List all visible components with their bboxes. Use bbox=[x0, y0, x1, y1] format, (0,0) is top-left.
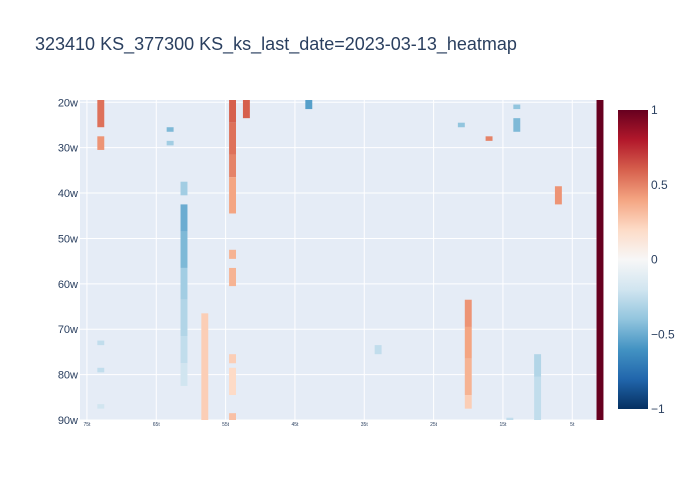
x-tick-label: 45t bbox=[291, 422, 299, 428]
heatmap-cell bbox=[305, 100, 313, 110]
heatmap-cell bbox=[180, 231, 188, 268]
heatmap-cell bbox=[374, 345, 382, 355]
heatmap-cell bbox=[229, 367, 236, 396]
heatmap-cell bbox=[97, 136, 105, 150]
x-tick-label: 15t bbox=[499, 422, 507, 428]
heatmap-cell bbox=[464, 395, 472, 409]
y-tick-label: 30w bbox=[58, 143, 78, 155]
y-tick-label: 50w bbox=[58, 233, 78, 245]
heatmap-cell bbox=[180, 267, 188, 300]
heatmap-cells bbox=[97, 100, 604, 420]
heatmap-cell bbox=[242, 100, 250, 119]
heatmap-cell bbox=[180, 336, 188, 364]
heatmap-cell bbox=[180, 299, 188, 337]
y-axis-ticks: 20w 30w 40w 50w 60w 70w 80w 90w bbox=[58, 97, 78, 427]
heatmap-cell bbox=[180, 181, 188, 196]
heatmap-cell bbox=[513, 104, 521, 110]
plot-area-background bbox=[80, 100, 600, 420]
y-tick-label: 20w bbox=[58, 97, 78, 109]
heatmap-cell bbox=[513, 118, 521, 132]
heatmap-cell bbox=[229, 100, 236, 123]
x-tick-label: 65t bbox=[153, 422, 161, 428]
heatmap-cell bbox=[596, 100, 604, 420]
colorbar-tick-label: −0.5 bbox=[651, 327, 675, 341]
heatmap-cell bbox=[180, 363, 188, 386]
heatmap-cell bbox=[229, 122, 236, 155]
y-tick-label: 80w bbox=[58, 370, 78, 382]
heatmap-cell bbox=[229, 249, 236, 259]
heatmap-cell bbox=[229, 413, 236, 420]
x-tick-label: 35t bbox=[361, 422, 369, 428]
chart-title: 323410 KS_377300 KS_ks_last_date=2023-03… bbox=[35, 34, 517, 55]
colorbar-tick-label: −1 bbox=[651, 402, 665, 416]
heatmap-cell bbox=[229, 267, 236, 287]
colorbar-ticks: −1 −0.5 0 0.5 1 bbox=[651, 103, 675, 416]
colorbar-tick-label: 0 bbox=[651, 253, 658, 267]
x-tick-label: 5t bbox=[570, 422, 575, 428]
heatmap-cell bbox=[97, 100, 105, 128]
colorbar bbox=[618, 110, 648, 409]
heatmap-cell bbox=[485, 136, 493, 141]
colorbar-tick-label: 0.5 bbox=[651, 178, 668, 192]
heatmap-cell bbox=[229, 177, 236, 214]
heatmap-cell bbox=[534, 354, 542, 377]
heatmap-cell bbox=[166, 127, 174, 132]
y-tick-label: 40w bbox=[58, 188, 78, 200]
heatmap-cell bbox=[506, 417, 514, 420]
x-tick-label: 75t bbox=[83, 422, 91, 428]
heatmap-cell bbox=[457, 122, 465, 128]
heatmap-cell bbox=[97, 367, 105, 373]
heatmap-cell bbox=[229, 154, 236, 178]
x-tick-label: 25t bbox=[430, 422, 438, 428]
heatmap-cell bbox=[464, 358, 472, 396]
y-tick-label: 90w bbox=[58, 415, 78, 427]
x-tick-label: 55t bbox=[222, 422, 230, 428]
heatmap-cell bbox=[166, 140, 174, 146]
y-tick-label: 60w bbox=[58, 279, 78, 291]
heatmap-cell bbox=[180, 204, 188, 232]
heatmap-cell bbox=[97, 404, 105, 409]
heatmap-cell bbox=[97, 340, 105, 346]
colorbar-tick-label: 1 bbox=[651, 103, 658, 117]
heatmap-cell bbox=[201, 313, 209, 420]
heatmap-cell bbox=[464, 299, 472, 327]
heatmap-cell bbox=[554, 186, 562, 205]
heatmap-cell bbox=[534, 376, 542, 420]
heatmap-cell bbox=[229, 354, 236, 364]
x-axis-ticks: 75t 65t 55t 45t 35t 25t 15t 5t bbox=[83, 422, 575, 428]
heatmap-cell bbox=[464, 326, 472, 359]
gridlines bbox=[80, 100, 600, 421]
y-tick-label: 70w bbox=[58, 324, 78, 336]
